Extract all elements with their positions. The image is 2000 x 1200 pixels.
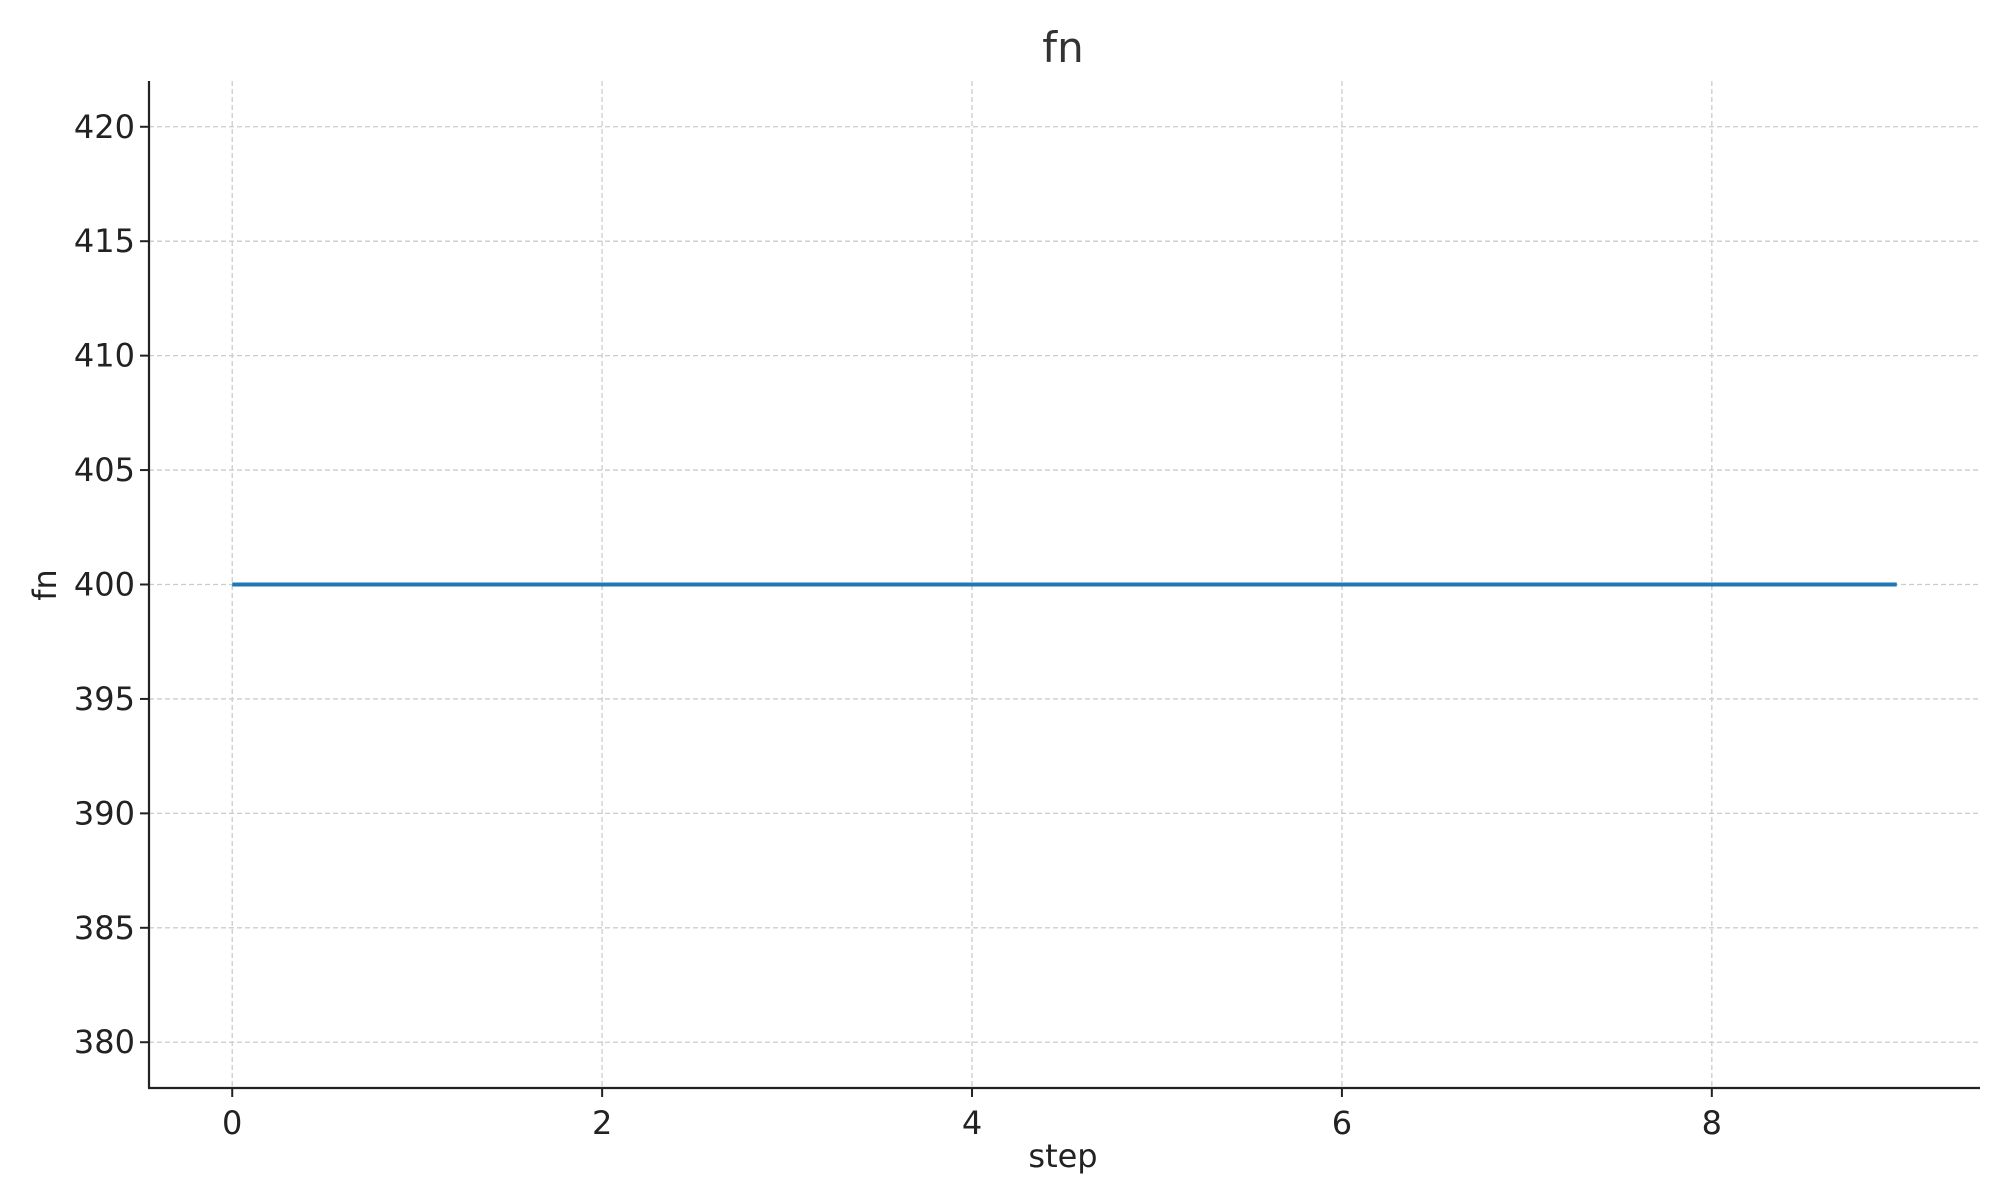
y-tick-label: 380 <box>74 1023 135 1061</box>
x-tick-label: 8 <box>1702 1104 1722 1142</box>
y-axis-label: fn <box>26 569 64 601</box>
y-tick-label: 410 <box>74 337 135 375</box>
y-tick-label: 405 <box>74 451 135 489</box>
y-tick-label: 395 <box>74 680 135 718</box>
y-tick-label: 390 <box>74 794 135 832</box>
x-axis-label: step <box>1028 1137 1097 1175</box>
x-tick-label: 2 <box>592 1104 612 1142</box>
x-tick-label: 4 <box>962 1104 982 1142</box>
y-tick-label: 385 <box>74 909 135 947</box>
y-tick-label: 415 <box>74 222 135 260</box>
x-tick-label: 6 <box>1332 1104 1352 1142</box>
x-tick-label: 0 <box>222 1104 242 1142</box>
y-tick-label: 400 <box>74 566 135 604</box>
chart-title: fn <box>1042 23 1083 72</box>
ticks: 0 2 4 6 8 380 385 390 395 400 405 410 415 420 <box>74 108 1722 1142</box>
y-tick-label: 420 <box>74 108 135 146</box>
